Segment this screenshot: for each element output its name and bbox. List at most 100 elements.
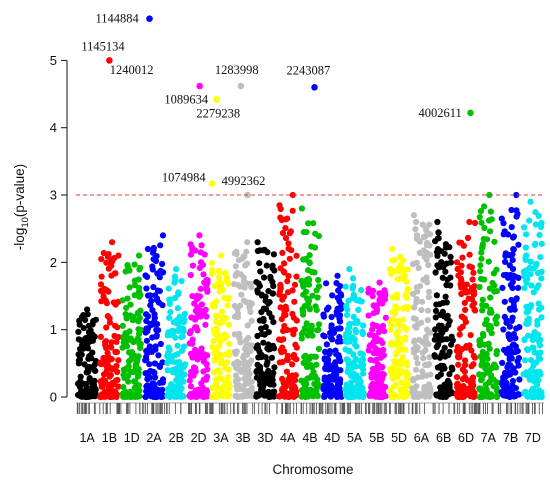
snp-point [270, 251, 277, 258]
snp-point [131, 368, 138, 376]
snp-label: 1089634 [164, 92, 209, 106]
snp-label: 1144884 [96, 12, 140, 26]
snp-point [298, 205, 305, 212]
snp-point [479, 301, 486, 309]
snp-point [510, 272, 517, 279]
snp-point [236, 385, 243, 393]
snp-point [435, 229, 442, 236]
snp-point [366, 392, 373, 399]
snp-point [420, 234, 427, 241]
snp-point [404, 266, 411, 273]
snp-point [279, 249, 286, 256]
snp-point [242, 337, 249, 344]
snp-point [513, 296, 520, 303]
snp-point [513, 191, 520, 199]
snp-point [400, 323, 407, 331]
snp-point [438, 322, 445, 329]
snp-point [501, 374, 508, 381]
snp-point [464, 234, 472, 242]
snp-point [423, 338, 430, 345]
snp-point [98, 256, 105, 263]
snp-point [192, 346, 199, 353]
snp-point [448, 341, 455, 348]
snp-point [305, 296, 312, 303]
snp-point [437, 364, 444, 371]
snp-point [320, 313, 327, 320]
snp-point [482, 320, 489, 328]
snp-point [98, 273, 105, 280]
snp-point [226, 349, 233, 356]
snp-point [204, 288, 211, 295]
snp-point [120, 384, 127, 391]
snp-point [533, 381, 541, 388]
snp-point [199, 384, 206, 391]
snp-point [443, 260, 450, 267]
snp-point [507, 281, 514, 289]
snp-point [126, 328, 133, 335]
snp-point [502, 258, 509, 265]
snp-point [459, 314, 466, 321]
snp-point [460, 393, 467, 400]
snp-point [277, 304, 284, 311]
snp-point [156, 288, 163, 295]
snp-point [159, 260, 166, 268]
snp-point [437, 393, 444, 400]
snp-point [223, 274, 230, 281]
snp-point [300, 329, 307, 336]
snp-point [194, 292, 201, 299]
snp-point [270, 393, 278, 400]
snp-point [306, 305, 313, 312]
snp-point [194, 308, 201, 315]
snp-point [83, 338, 90, 345]
snp-point [312, 353, 319, 360]
snp-point [352, 363, 360, 370]
snp-point [411, 349, 418, 356]
snp-point [174, 305, 181, 312]
snp-point [313, 361, 320, 368]
snp-point [303, 229, 310, 236]
snp-point [279, 359, 286, 366]
snp-point [220, 384, 227, 391]
snp-point [327, 385, 334, 392]
snp-point [469, 392, 476, 399]
snp-point [414, 360, 421, 367]
snp-point [411, 323, 419, 330]
snp-point [397, 386, 404, 393]
snp-point [146, 388, 153, 395]
snp-point [471, 219, 479, 227]
snp-point [285, 273, 292, 280]
snp-point [197, 285, 204, 292]
snp-point [196, 232, 203, 239]
snp-point [536, 306, 543, 313]
snp-point [170, 384, 177, 391]
snp-point [370, 287, 377, 294]
snp-point [234, 362, 242, 369]
y-tick-label: 0 [50, 390, 57, 405]
snp-point [122, 311, 129, 318]
snp-point [434, 218, 441, 226]
snp-point [352, 319, 359, 326]
snp-point [165, 344, 172, 351]
snp-point [244, 322, 251, 329]
snp-point [346, 338, 353, 345]
snp-point [389, 374, 396, 381]
snp-point [411, 304, 418, 311]
snp-point [263, 361, 270, 368]
snp-point [100, 376, 107, 383]
snp-point [283, 306, 290, 313]
snp-point [180, 328, 187, 335]
snp-point [311, 269, 318, 276]
snp-point [493, 320, 500, 327]
snp-point [126, 284, 133, 291]
snp-point [164, 367, 171, 374]
snp-point [200, 271, 207, 278]
snp-point [77, 383, 84, 390]
snp-point [113, 338, 120, 345]
snp-point [120, 393, 127, 400]
snp-point [146, 374, 153, 381]
snp-point [127, 335, 134, 342]
snp-point [397, 361, 404, 368]
snp-point [321, 393, 328, 400]
snp-point [342, 346, 349, 353]
snp-point [265, 367, 272, 374]
